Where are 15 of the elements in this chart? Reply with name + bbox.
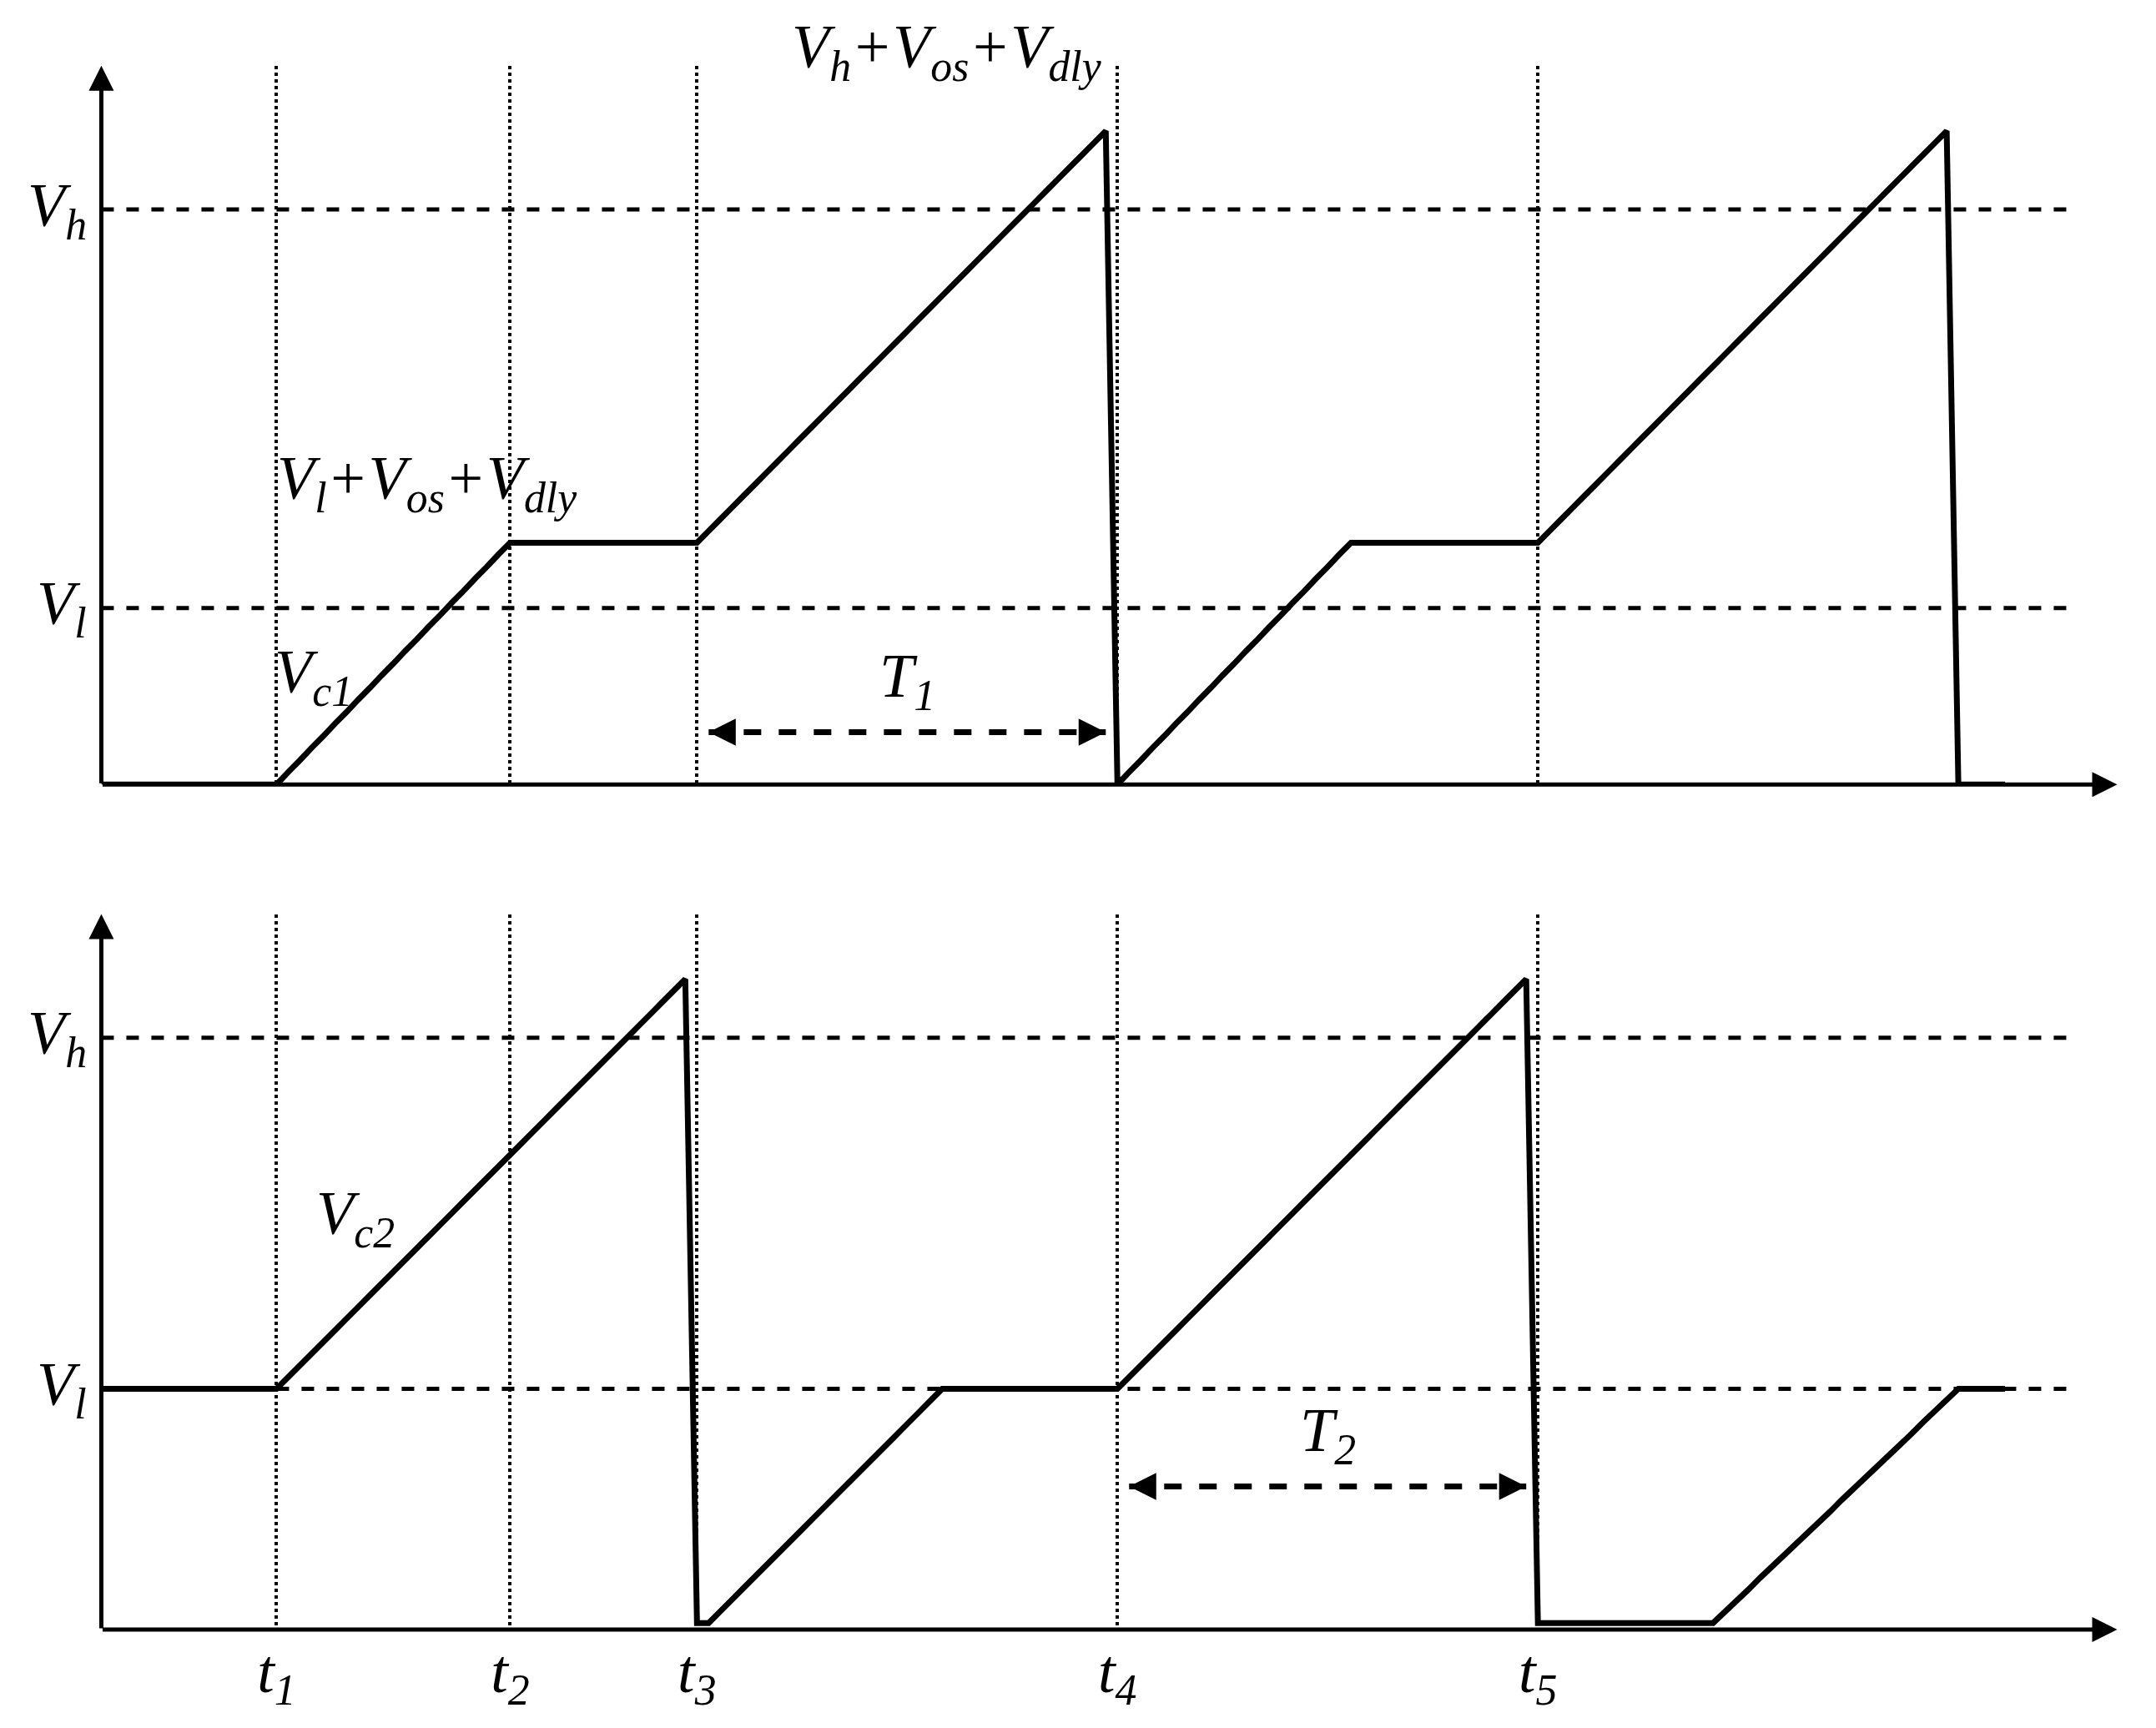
series-label: T$_{1}$ bbox=[879, 642, 936, 719]
ref-line-label: V$_{l}$ bbox=[37, 569, 87, 647]
series-label: T$_{2}$ bbox=[1300, 1396, 1357, 1474]
ref-line-label: V$_{l}$ bbox=[37, 1350, 87, 1428]
series-label: V$_{c2}$ bbox=[316, 1179, 395, 1257]
series-label: V$_{c1}$ bbox=[275, 637, 354, 715]
text: V$_{h}$+V$_{os}$+V$_{dly}$ bbox=[792, 13, 1102, 90]
x-tick-label: t$_{2}$ bbox=[491, 1636, 530, 1715]
ref-line-label: V$_{h}$ bbox=[28, 999, 88, 1076]
x-tick-label: t$_{1}$ bbox=[257, 1636, 296, 1715]
annotation: V$_{l}$+V$_{os}$+V$_{dly}$ bbox=[277, 444, 578, 521]
ref-line-label: V$_{h}$ bbox=[28, 171, 88, 249]
x-tick-label: t$_{5}$ bbox=[1518, 1636, 1558, 1715]
x-tick-label: t$_{3}$ bbox=[678, 1636, 717, 1715]
x-tick-label: t$_{4}$ bbox=[1098, 1636, 1137, 1715]
